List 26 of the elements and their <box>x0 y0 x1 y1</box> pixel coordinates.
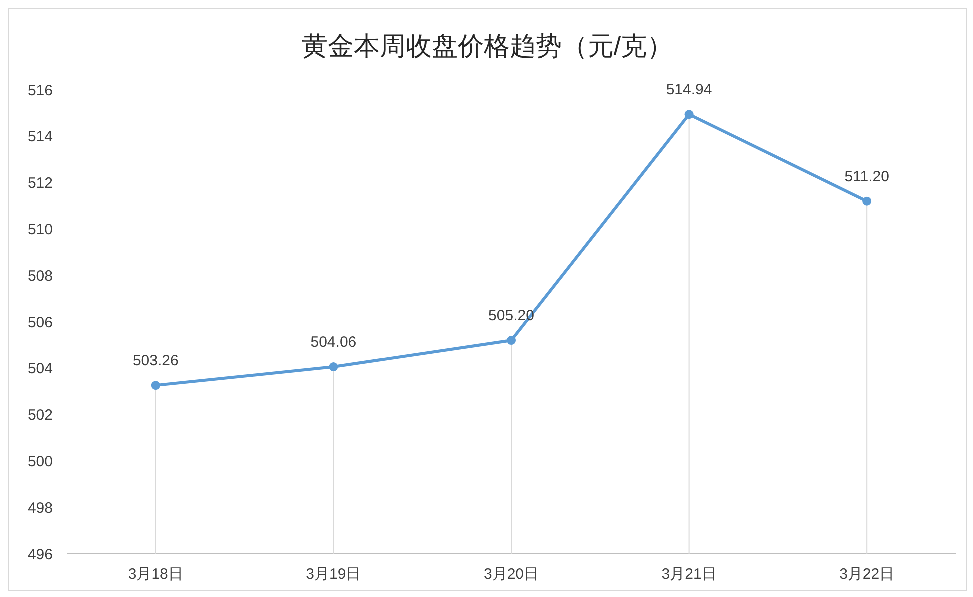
y-tick-label: 512 <box>28 175 53 192</box>
text: 504.06 <box>310 334 357 352</box>
y-tick-label: 508 <box>28 268 53 285</box>
chart-title: 黄金本周收盘价格趋势（元/克） <box>302 31 674 61</box>
x-tick-label: 3月19日 <box>306 566 362 583</box>
y-tick-label: 514 <box>28 128 53 146</box>
text: 514.94 <box>666 82 712 99</box>
point <box>507 336 516 346</box>
y-tick-label: 498 <box>28 500 53 517</box>
y-tick-label: 496 <box>28 546 53 564</box>
y-tick-label: 506 <box>28 314 53 332</box>
y-tick-label: 502 <box>28 407 53 424</box>
x-tick-label: 3月20日 <box>484 566 540 583</box>
point <box>151 381 160 390</box>
y-tick-label: 500 <box>28 453 53 470</box>
y-tick-label: 504 <box>28 360 53 378</box>
x-tick-label: 3月22日 <box>840 566 895 583</box>
x-tick-label: 3月21日 <box>662 566 717 583</box>
x-tick-label: 3月18日 <box>128 566 184 583</box>
text: 511.20 <box>844 168 890 186</box>
point <box>684 110 694 120</box>
point <box>862 196 872 206</box>
y-tick-label: 516 <box>28 82 53 100</box>
text: 503.26 <box>132 352 179 370</box>
y-tick-label: 510 <box>28 221 53 238</box>
point <box>329 362 338 372</box>
